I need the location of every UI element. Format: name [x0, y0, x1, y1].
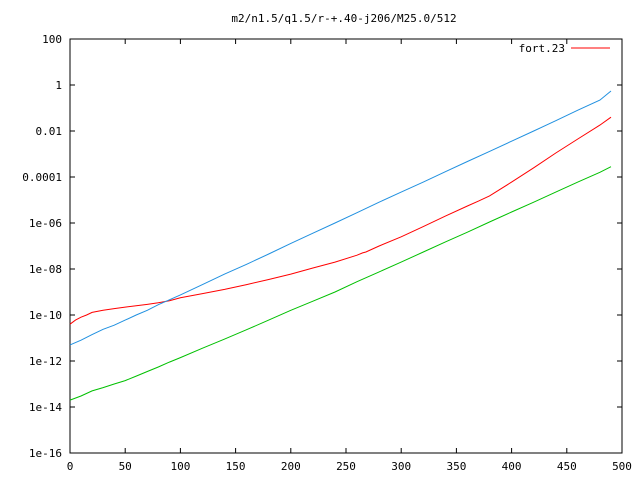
- series-layer: [69, 90, 612, 401]
- x-tick-label: 0: [67, 460, 74, 473]
- y-tick-label: 1e-12: [29, 355, 62, 368]
- x-axis: 0 50 100 150 200 250 300 350 400 450 500: [67, 39, 632, 473]
- y-tick-label: 1e-10: [29, 309, 62, 322]
- x-tick-label: 100: [170, 460, 190, 473]
- y-tick-label: 1e-16: [29, 447, 62, 460]
- x-tick-label: 150: [226, 460, 246, 473]
- y-tick-label: 0.01: [36, 125, 63, 138]
- x-tick-label: 250: [336, 460, 356, 473]
- x-tick-label: 200: [281, 460, 301, 473]
- x-tick-label: 450: [557, 460, 577, 473]
- y-tick-label: 100: [42, 33, 62, 46]
- x-tick-label: 350: [446, 460, 466, 473]
- legend-label-fort-23: fort.23: [519, 42, 565, 55]
- plot-frame: [69, 38, 623, 454]
- y-axis: 1e-16 1e-14 1e-12 1e-10 1e-08 1e-06 0.0001 0.01…: [22, 33, 622, 460]
- series-line-2: [69, 90, 612, 346]
- chart-title: m2/n1.5/q1.5/r-+.40-j206/M25.0/512: [231, 12, 456, 25]
- y-tick-label: 1e-06: [29, 217, 62, 230]
- x-tick-label: 400: [502, 460, 522, 473]
- x-tick-label: 500: [612, 460, 632, 473]
- x-tick-label: 300: [391, 460, 411, 473]
- y-tick-label: 1e-14: [29, 401, 62, 414]
- x-tick-label: 50: [119, 460, 132, 473]
- series-line-3: [69, 166, 612, 401]
- series-line-fort-23: [69, 116, 612, 325]
- y-tick-label: 1e-08: [29, 263, 62, 276]
- y-tick-label: 0.0001: [22, 171, 62, 184]
- legend: fort.23: [519, 42, 610, 55]
- y-tick-label: 1: [55, 79, 62, 92]
